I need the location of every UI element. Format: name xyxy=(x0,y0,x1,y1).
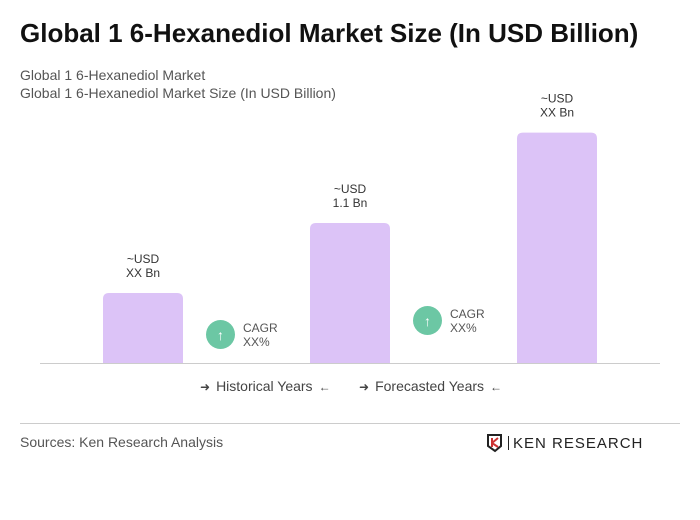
cagr-label: CAGR xyxy=(450,306,485,321)
data-label: XX Bn xyxy=(126,266,160,280)
logo-text: KEN RESEARCH xyxy=(513,434,644,452)
legend-historical-label: Historical Years xyxy=(216,378,313,394)
cagr-label: CAGR xyxy=(243,320,278,335)
arrow-up-icon: ↑ xyxy=(413,306,442,335)
data-label: XX Bn xyxy=(540,106,574,120)
cagr-badge-forecast: ↑ CAGR XX% xyxy=(413,306,485,335)
subtitle: Global 1 6-Hexanediol Market xyxy=(20,67,206,83)
bar xyxy=(310,223,390,363)
arrow-up-icon: ↑ xyxy=(206,320,235,349)
legend-forecasted-label: Forecasted Years xyxy=(375,378,485,394)
divider xyxy=(20,423,680,424)
arrow-right-icon: ➜ xyxy=(359,380,370,394)
bar xyxy=(517,132,597,363)
chart-subtitle: Global 1 6-Hexanediol Market Size (In US… xyxy=(20,85,336,101)
arrow-left-icon: ← xyxy=(318,380,331,394)
bar xyxy=(103,293,183,363)
legend-historical: ➜ Historical Years ← xyxy=(200,378,337,394)
data-label: ~USD xyxy=(334,182,367,196)
arrow-left-icon: ← xyxy=(490,380,503,394)
cagr-badge-historical: ↑ CAGR XX% xyxy=(206,320,278,349)
source-text: Sources: Ken Research Analysis xyxy=(20,434,224,450)
data-label: 1.1 Bn xyxy=(333,196,368,210)
cagr-value: XX% xyxy=(243,334,270,349)
cagr-value: XX% xyxy=(450,320,477,335)
data-label: ~USD xyxy=(541,92,574,106)
arrow-right-icon: ➜ xyxy=(200,380,211,394)
ken-logo-icon xyxy=(487,434,502,453)
page-title: Global 1 6-Hexanediol Market Size (In US… xyxy=(20,18,639,48)
ken-research-logo: KEN RESEARCH xyxy=(486,433,643,453)
data-label: ~USD xyxy=(127,252,160,266)
legend-forecasted: ➜ Forecasted Years ← xyxy=(359,378,508,394)
